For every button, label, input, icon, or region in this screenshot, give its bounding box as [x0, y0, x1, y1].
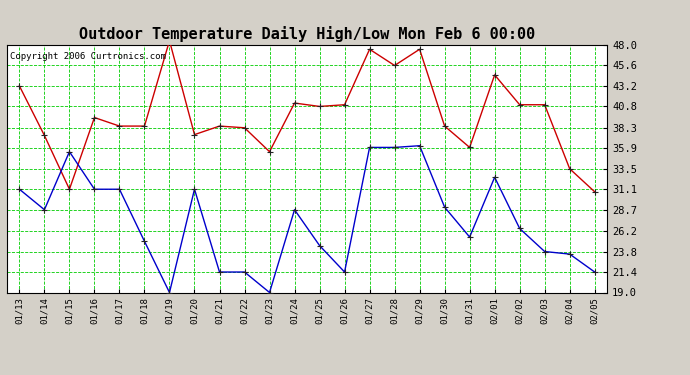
Title: Outdoor Temperature Daily High/Low Mon Feb 6 00:00: Outdoor Temperature Daily High/Low Mon F… — [79, 27, 535, 42]
Text: Copyright 2006 Curtronics.com: Copyright 2006 Curtronics.com — [10, 53, 166, 62]
